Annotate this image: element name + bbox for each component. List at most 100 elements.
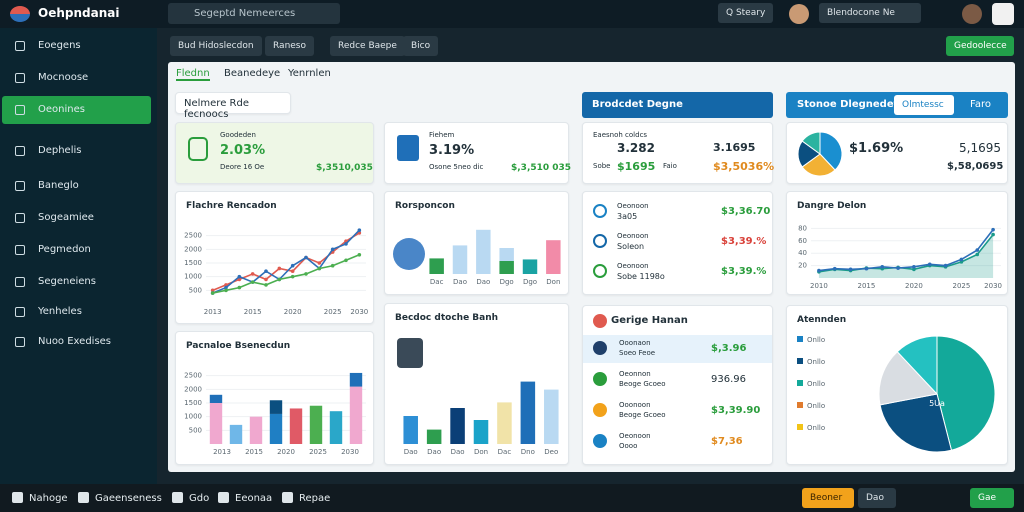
bar (450, 408, 465, 444)
org-select[interactable]: Blendocone Ne (819, 3, 921, 23)
point (344, 258, 348, 263)
y-tick-label: 2000 (184, 385, 202, 393)
menu-item[interactable]: Dephelis (38, 145, 82, 156)
point (357, 228, 362, 232)
point (277, 277, 282, 282)
active-item[interactable] (2, 96, 151, 124)
action-button[interactable]: Gedoolecce (946, 36, 1014, 56)
tab[interactable]: Yenrnlen (288, 68, 331, 79)
task-button[interactable]: Gae (970, 488, 1014, 508)
task-button[interactable]: Beoner (802, 488, 854, 508)
menu-item[interactable]: Sogeamiee (38, 212, 94, 223)
tab[interactable]: Beanedeye (224, 68, 281, 79)
list-amount: $,3.96 (711, 343, 747, 354)
avatar[interactable] (789, 4, 809, 24)
list-amount: $3,39.% (721, 266, 767, 277)
x-tick-label: 2020 (277, 448, 295, 456)
kpi-icon (188, 137, 208, 161)
task-item[interactable]: Gdo (189, 493, 210, 504)
avatar[interactable] (962, 4, 982, 24)
bar (269, 413, 283, 444)
bar (329, 411, 343, 444)
task-icon (282, 492, 293, 503)
stat-value: $1695 (617, 160, 656, 173)
bar (209, 394, 223, 403)
stat-value: 3.282 (617, 141, 655, 155)
legend-label: Onllo (807, 336, 825, 344)
menu-item[interactable]: Pegmedon (38, 244, 91, 255)
menu-icon (15, 146, 25, 156)
task-item[interactable]: Nahoge (29, 493, 68, 504)
stat-amount: $3,5036% (713, 160, 775, 173)
card-button[interactable]: Olmtessc (894, 95, 954, 115)
task-item[interactable]: Repae (299, 493, 331, 504)
slice-label: 5Ua (929, 399, 945, 408)
stat-amount: 3.1695 (713, 141, 756, 154)
bar (269, 400, 283, 414)
x-tick-label: Dao (451, 448, 465, 456)
user-button[interactable]: Q Steary (718, 3, 774, 23)
legend-swatch (797, 424, 803, 430)
x-tick-label: Dno (521, 448, 535, 456)
pie-slice (801, 131, 821, 155)
bar (497, 402, 512, 444)
point (357, 253, 362, 257)
chart-title: Dangre Delon (797, 201, 866, 211)
task-item[interactable]: Gaeenseness (95, 493, 162, 504)
toolbar-button[interactable]: Bico (403, 36, 439, 56)
kpi-label: Fiehem (429, 131, 455, 139)
point (210, 288, 215, 293)
bar (349, 386, 363, 444)
menu-item[interactable]: Eoegens (38, 40, 81, 51)
bar (499, 248, 514, 261)
chart-card: Atennden 5Ua Onllo Onllo Onllo Onllo Onllo (786, 305, 1008, 465)
search-box[interactable] (168, 3, 340, 24)
point (943, 263, 948, 268)
pie-chart (797, 131, 843, 177)
kpi-sub: Deore 16 Oe (220, 163, 265, 171)
y-tick-label: 60 (798, 237, 807, 245)
profile[interactable] (992, 3, 1014, 25)
x-tick-label: Dgo (523, 278, 537, 286)
toolbar-button[interactable]: Raneso (265, 36, 315, 56)
task-item[interactable]: Eeonaa (235, 493, 273, 504)
legend-label: Onllo (807, 358, 825, 366)
line (818, 229, 994, 272)
point (317, 266, 322, 271)
x-tick-label: Dao (404, 448, 418, 456)
x-tick-label: Dao (453, 278, 467, 286)
task-button[interactable]: Dao (858, 488, 896, 508)
list-sub: Soeo Feoe (619, 349, 656, 357)
section-tab[interactable]: Nelmere Rde fecnoocs (175, 92, 291, 120)
menu-item[interactable]: Segeneiens (38, 276, 96, 287)
point (832, 266, 837, 271)
bar (309, 405, 323, 444)
tab[interactable]: Flednn (176, 68, 210, 81)
bar (403, 416, 418, 444)
card-button[interactable]: Faro (970, 99, 991, 110)
toolbar-button[interactable]: Bud Hidoslecdon (170, 36, 262, 56)
card-title: Stonoe Dlegnedet (797, 99, 899, 110)
toolbar-button[interactable]: Redce Baepe (330, 36, 405, 56)
menu-item[interactable]: Nuoo Exedises (38, 336, 112, 347)
menu-item[interactable]: Oeonines (38, 104, 85, 115)
logo: Oehpndanai (38, 6, 120, 20)
list-amount: 936.96 (711, 374, 746, 385)
menu-icon (15, 277, 25, 287)
point (290, 269, 295, 273)
menu-icon (15, 213, 25, 223)
point (912, 265, 916, 269)
menu-item[interactable]: Mocnoose (38, 72, 89, 83)
stat-value: $1.69% (849, 141, 904, 156)
list-amount: $7,36 (711, 436, 743, 447)
x-tick-label: 2025 (309, 448, 327, 456)
bar (349, 372, 363, 387)
point (959, 260, 964, 264)
menu-item[interactable]: Baneglo (38, 180, 79, 191)
menu-item[interactable]: Yenheles (38, 306, 82, 317)
list-icon (593, 341, 607, 355)
point (250, 280, 255, 284)
list-label: Oeonnon (619, 370, 651, 378)
list-card: Gerige Hanan Ooonaon Soeo Feoe $,3.96 Oeonno… (582, 305, 773, 465)
x-tick-label: 2015 (245, 448, 263, 456)
